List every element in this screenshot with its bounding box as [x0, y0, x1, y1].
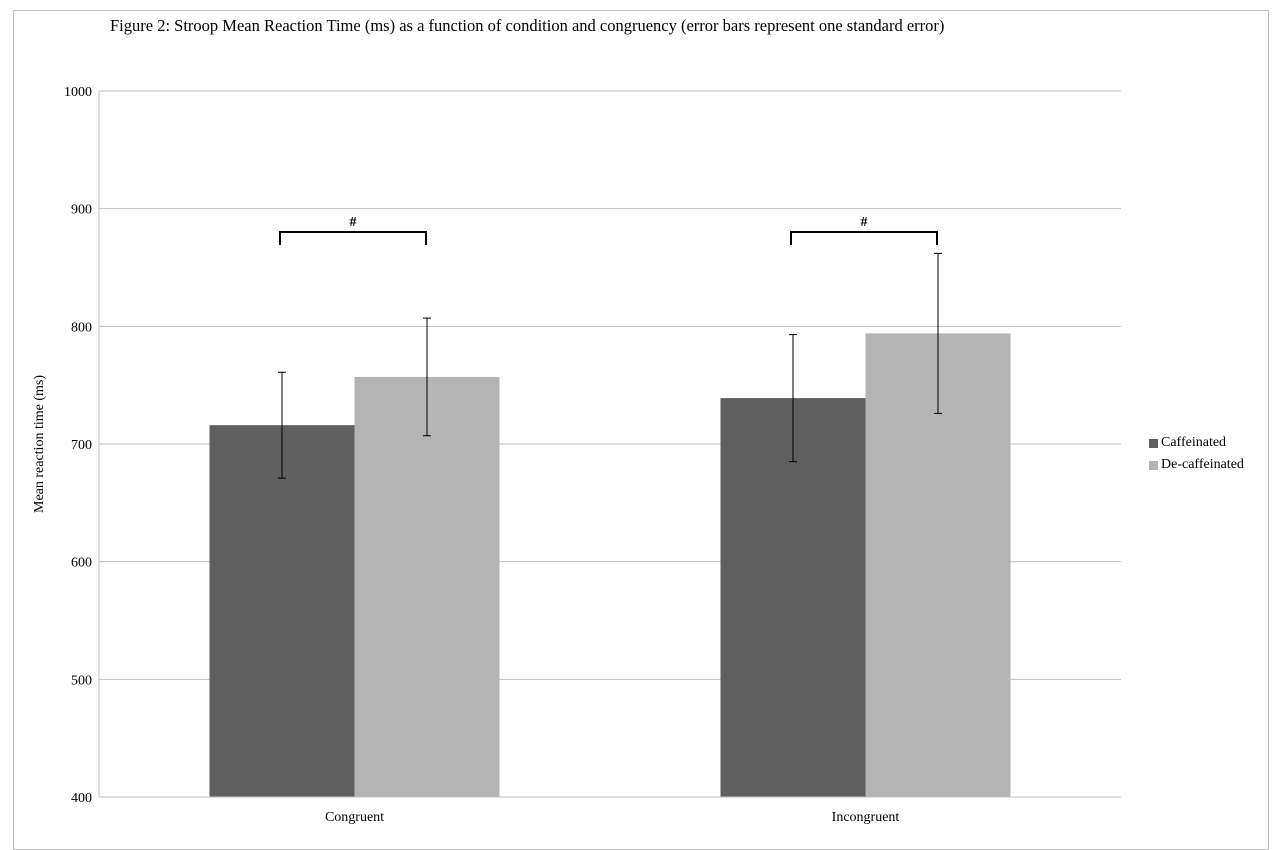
x-tick-label: Congruent [325, 810, 384, 825]
y-tick-label: 500 [71, 673, 92, 688]
y-tick-label: 400 [71, 791, 92, 806]
significance-bracket [790, 231, 938, 245]
bar-de-caffeinated-congruent [354, 376, 500, 797]
legend-label-caffeinated: Caffeinated [1161, 435, 1227, 450]
y-tick-label: 900 [71, 203, 92, 218]
y-tick-label: 1000 [64, 85, 92, 100]
bar-caffeinated-incongruent [720, 398, 866, 797]
significance-label: # [861, 215, 868, 230]
legend: Caffeinated De-caffeinated [1149, 432, 1244, 476]
legend-label-decaffeinated: De-caffeinated [1161, 457, 1244, 472]
significance-bracket [279, 231, 427, 245]
legend-item-decaffeinated: De-caffeinated [1149, 454, 1244, 476]
legend-swatch-decaffeinated [1149, 460, 1158, 470]
significance-label: # [350, 215, 357, 230]
y-tick-label: 600 [71, 556, 92, 571]
bar-caffeinated-congruent [209, 425, 355, 797]
legend-item-caffeinated: Caffeinated [1149, 432, 1244, 454]
legend-swatch-caffeinated [1149, 438, 1158, 448]
y-tick-label: 800 [71, 320, 92, 335]
x-tick-label: Incongruent [832, 810, 900, 825]
y-tick-label: 700 [71, 438, 92, 453]
chart-title: Figure 2: Stroop Mean Reaction Time (ms)… [110, 16, 945, 35]
